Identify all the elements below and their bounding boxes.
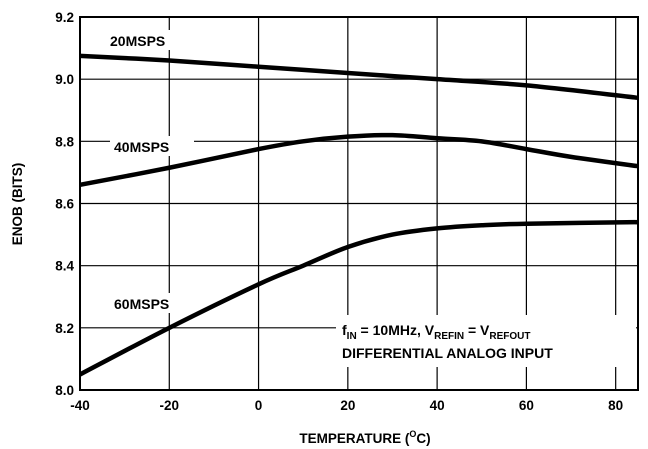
series-line-60msps: [78, 219, 639, 377]
annotation-refin-subscript: REFIN: [434, 331, 464, 342]
x-tick-labels: -40 -20 0 20 40 60 80: [70, 398, 623, 413]
y-tick-label: 8.6: [55, 197, 74, 212]
annotation-line-1: fIN = 10MHz, VREFIN = VREFOUT: [342, 322, 531, 342]
series-label-bg-20msps: [106, 30, 190, 50]
series-lines: [78, 53, 639, 377]
series-label-20msps: 20MSPS: [110, 33, 165, 49]
annotation-equals: = V: [464, 322, 490, 338]
series-label-bg-60msps: [110, 293, 194, 313]
y-tick-label: 8.0: [55, 383, 74, 398]
y-tick-label: 8.8: [55, 134, 74, 149]
annotation-bg: [336, 315, 636, 367]
y-tick-label: 8.4: [55, 259, 74, 274]
series-label-40msps: 40MSPS: [114, 139, 169, 155]
x-tick-label: 20: [340, 398, 355, 413]
x-tick-label: -40: [70, 398, 90, 413]
annotation-f: f: [342, 322, 347, 338]
plot-frame: [79, 16, 639, 391]
y-axis-label: ENOB (BITS): [10, 163, 25, 246]
series-line-20msps: [79, 53, 639, 101]
x-axis-label-degree: O: [409, 429, 416, 439]
y-tick-label: 9.2: [55, 10, 74, 25]
x-tick-label: 60: [519, 398, 534, 413]
y-tick-label: 8.2: [55, 321, 74, 336]
series-label-60msps: 60MSPS: [114, 296, 169, 312]
annotation-in-subscript: IN: [347, 331, 357, 342]
x-axis-label: TEMPERATURE (OC): [299, 429, 430, 446]
y-tick-label: 9.0: [55, 72, 74, 87]
x-tick-label: 40: [430, 398, 445, 413]
y-tick-labels: 8.0 8.2 8.4 8.6 8.8 9.0 9.2: [55, 10, 74, 398]
annotation-line-2: DIFFERENTIAL ANALOG INPUT: [342, 345, 553, 361]
x-tick-label: -20: [160, 398, 180, 413]
annotation-refout-subscript: REFOUT: [489, 331, 530, 342]
x-axis-label-main: TEMPERATURE (: [299, 431, 410, 446]
series-labels: 20MSPS 40MSPS 60MSPS: [106, 30, 194, 313]
annotation-freq: = 10MHz, V: [357, 322, 435, 338]
x-axis-label-unit: C): [416, 431, 430, 446]
series-line-40msps: [79, 132, 639, 188]
series-label-bg-40msps: [110, 136, 194, 156]
annotation: fIN = 10MHz, VREFIN = VREFOUT DIFFERENTI…: [336, 315, 636, 367]
x-tick-label: 80: [608, 398, 623, 413]
x-tick-label: 0: [255, 398, 263, 413]
